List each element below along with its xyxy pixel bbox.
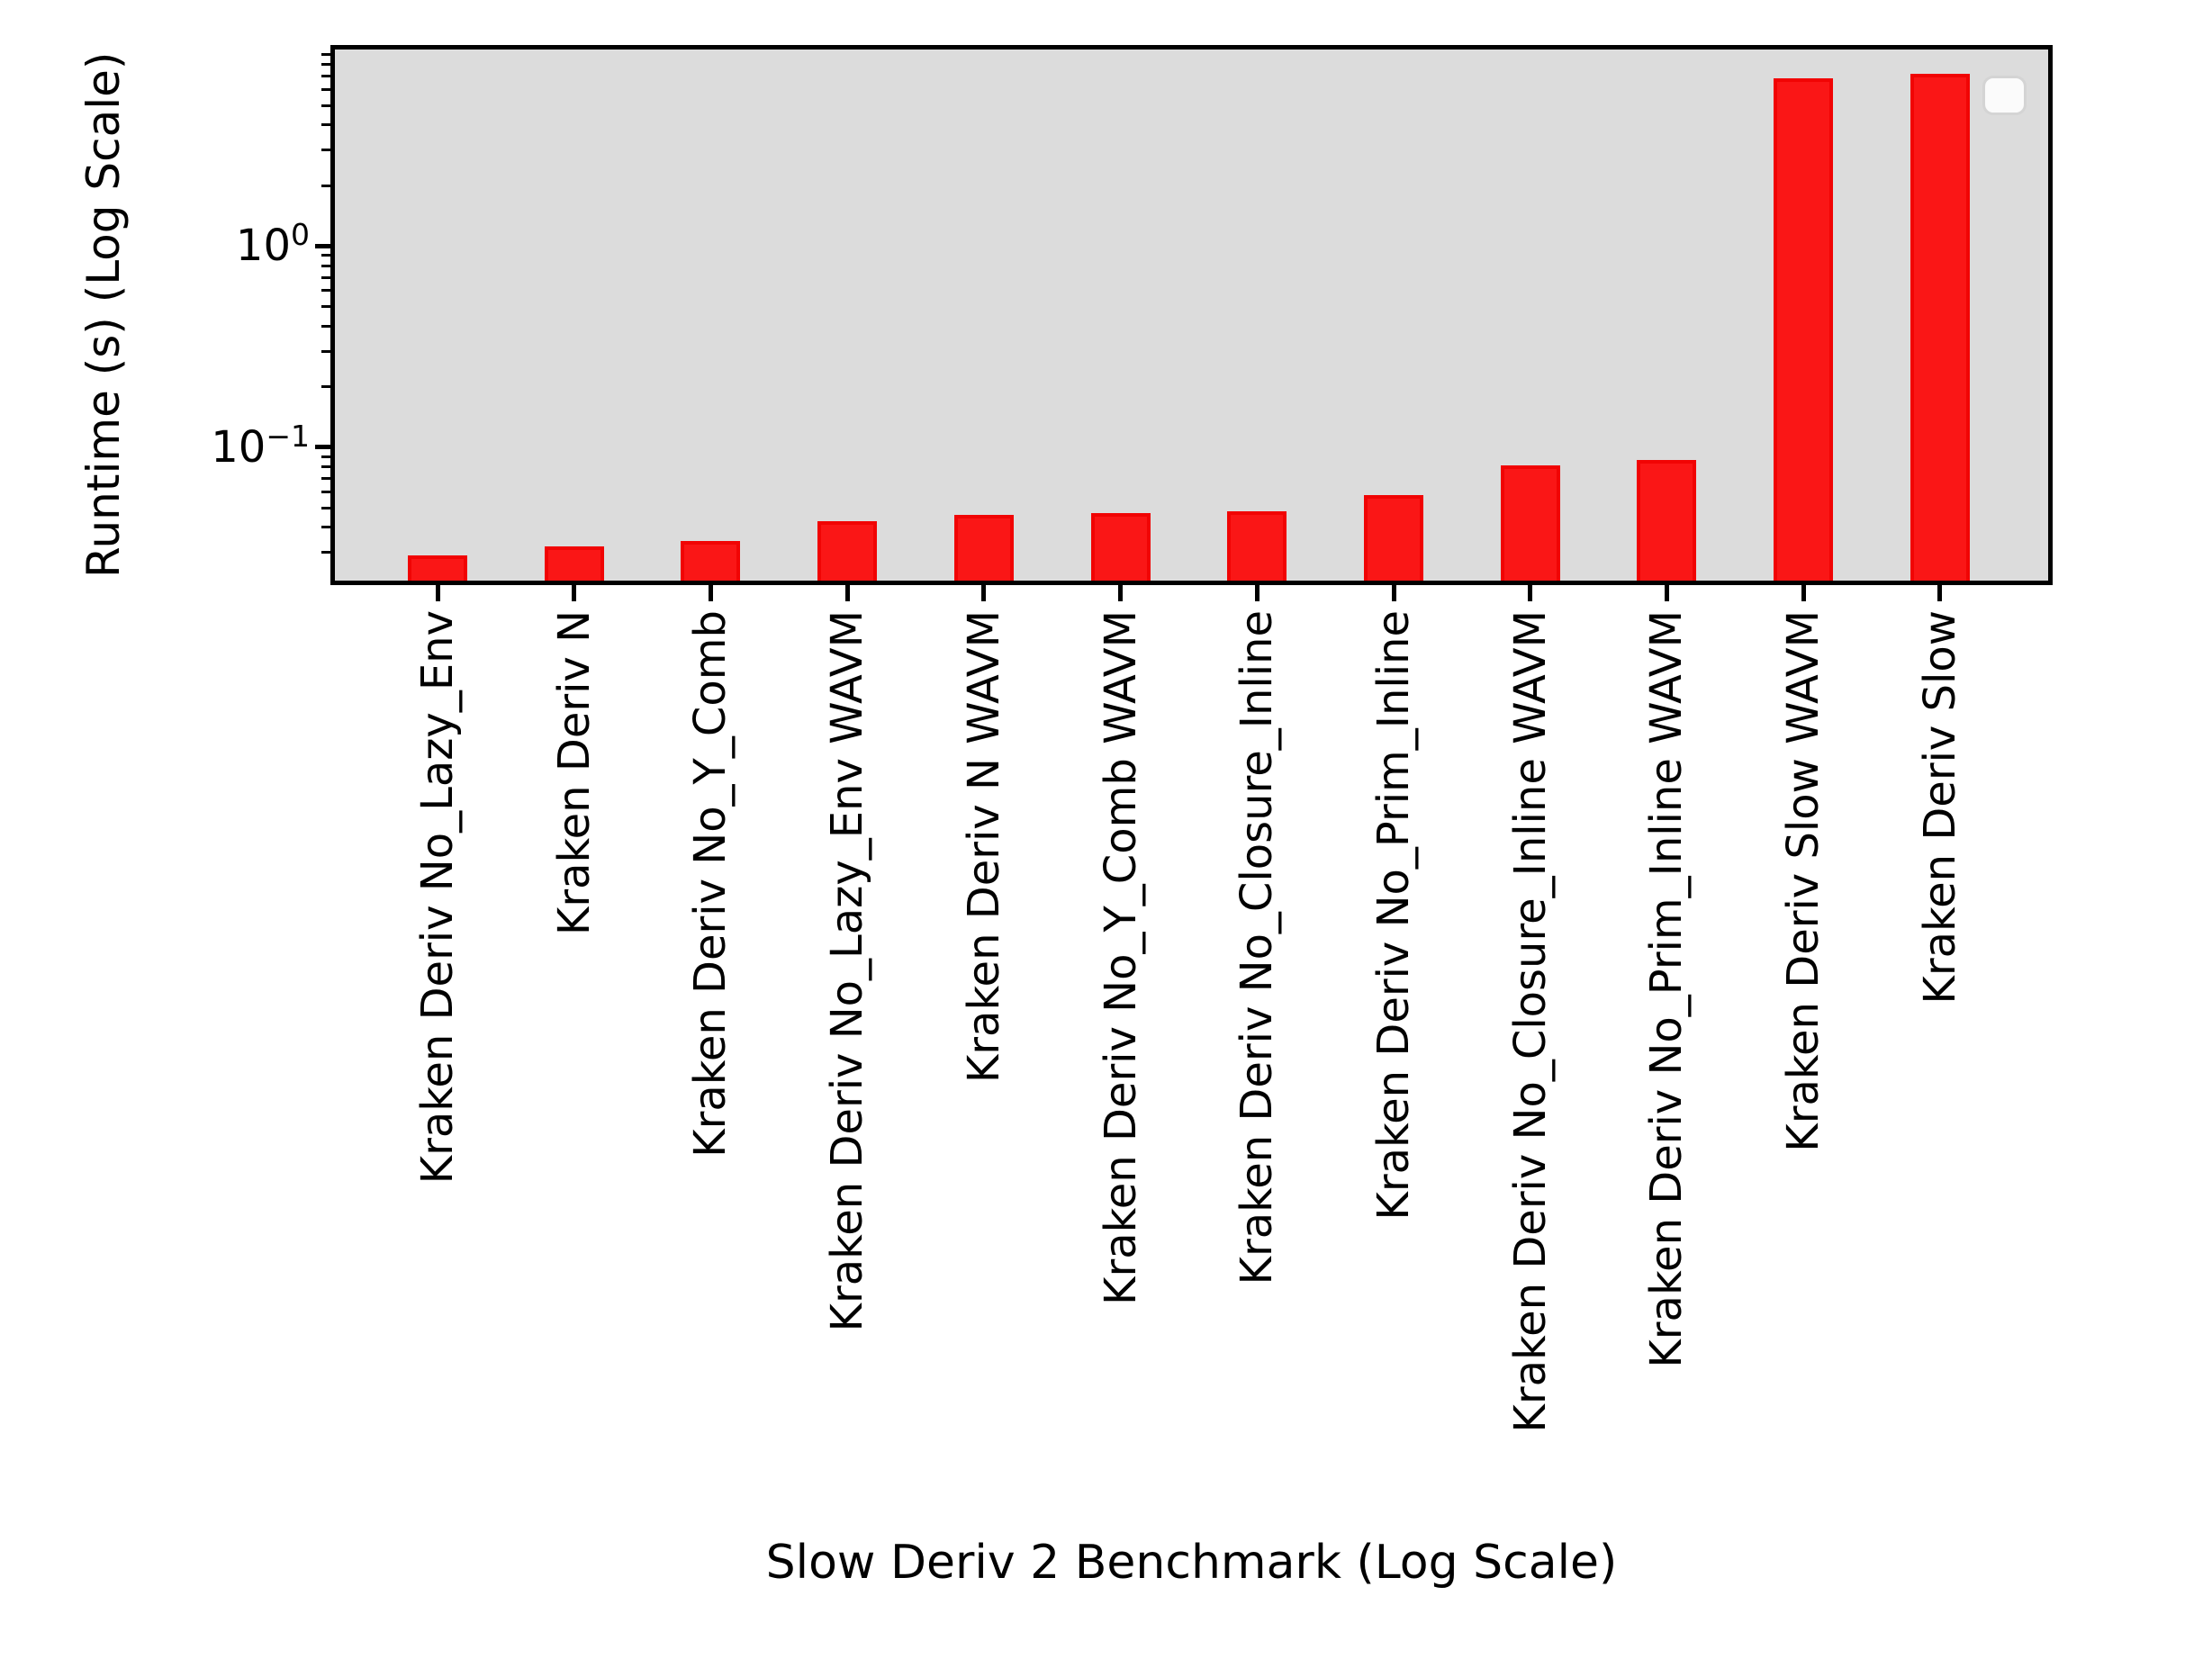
- bar: [681, 541, 741, 581]
- bar: [544, 546, 604, 581]
- x-tick: [844, 581, 850, 601]
- x-tick-label: Kraken Deriv N: [548, 610, 600, 936]
- y-tick-label-exponent: 0: [291, 217, 310, 253]
- y-minor-tick: [321, 551, 335, 555]
- y-minor-tick: [321, 526, 335, 529]
- y-minor-tick: [321, 52, 335, 56]
- y-minor-tick: [321, 289, 335, 293]
- y-tick-label: 100: [0, 220, 310, 272]
- bar: [1500, 465, 1560, 581]
- x-tick: [708, 581, 713, 601]
- y-minor-tick: [321, 123, 335, 127]
- x-tick: [1254, 581, 1259, 601]
- y-minor-tick: [321, 75, 335, 78]
- y-minor-tick: [321, 254, 335, 257]
- y-minor-tick: [321, 104, 335, 107]
- x-tick: [1118, 581, 1124, 601]
- y-minor-tick: [321, 490, 335, 493]
- x-tick-label: Kraken Deriv No_Y_Comb WAVM: [1095, 610, 1146, 1305]
- y-minor-tick: [321, 349, 335, 353]
- x-tick: [1391, 581, 1396, 601]
- x-tick-label: Kraken Deriv No_Prim_Inline: [1368, 610, 1420, 1221]
- y-tick-label-base: 10: [211, 421, 266, 473]
- bar: [408, 555, 467, 581]
- y-tick-label-exponent: −1: [266, 418, 310, 454]
- x-tick-label: Kraken Deriv No_Lazy_Env: [412, 610, 463, 1185]
- y-minor-tick: [321, 506, 335, 509]
- axes-spine: [330, 45, 2053, 585]
- x-tick: [981, 581, 987, 601]
- y-minor-tick: [321, 476, 335, 480]
- bar: [1090, 513, 1151, 581]
- x-tick: [1937, 581, 1943, 601]
- bar: [1364, 494, 1424, 581]
- y-minor-tick: [321, 324, 335, 328]
- x-tick-label: Kraken Deriv No_Lazy_Env WAVM: [822, 610, 873, 1332]
- bar: [1227, 510, 1287, 581]
- y-minor-tick: [321, 264, 335, 267]
- bar: [953, 515, 1014, 581]
- x-tick: [1801, 581, 1806, 601]
- y-axis-label: Runtime (s) (Log Scale): [77, 51, 130, 579]
- x-tick: [1528, 581, 1533, 601]
- x-tick-label: Kraken Deriv No_Closure_Inline WAVM: [1504, 610, 1556, 1433]
- x-tick-label: Kraken Deriv Slow: [1914, 610, 1965, 1005]
- y-tick-label: 10−1: [0, 418, 310, 473]
- bar: [817, 520, 878, 581]
- y-minor-tick: [321, 275, 335, 279]
- x-tick-label: Kraken Deriv No_Y_Comb: [685, 610, 736, 1158]
- x-tick-label: Kraken Deriv Slow WAVM: [1778, 610, 1829, 1152]
- x-tick-label: Kraken Deriv No_Prim_Inline WAVM: [1641, 610, 1693, 1368]
- y-tick-label-base: 10: [235, 221, 291, 272]
- bar: [1774, 78, 1834, 581]
- x-axis-label: Slow Deriv 2 Benchmark (Log Scale): [765, 1536, 1618, 1590]
- y-minor-tick: [321, 149, 335, 152]
- bar: [1637, 460, 1697, 581]
- y-tick: [315, 445, 335, 450]
- plot-area: [335, 50, 2048, 581]
- x-tick-label: Kraken Deriv No_Closure_Inline: [1232, 610, 1283, 1285]
- x-tick: [1664, 581, 1669, 601]
- y-minor-tick: [321, 184, 335, 187]
- y-minor-tick: [321, 455, 335, 458]
- legend-box: [1982, 76, 2027, 115]
- bar: [1910, 73, 1970, 581]
- y-minor-tick: [321, 63, 335, 67]
- y-minor-tick: [321, 464, 335, 468]
- y-minor-tick: [321, 385, 335, 389]
- y-tick: [315, 243, 335, 248]
- x-tick: [572, 581, 577, 601]
- x-tick-label: Kraken Deriv N WAVM: [958, 610, 1009, 1084]
- y-minor-tick: [321, 305, 335, 309]
- y-minor-tick: [321, 88, 335, 92]
- x-tick: [435, 581, 440, 601]
